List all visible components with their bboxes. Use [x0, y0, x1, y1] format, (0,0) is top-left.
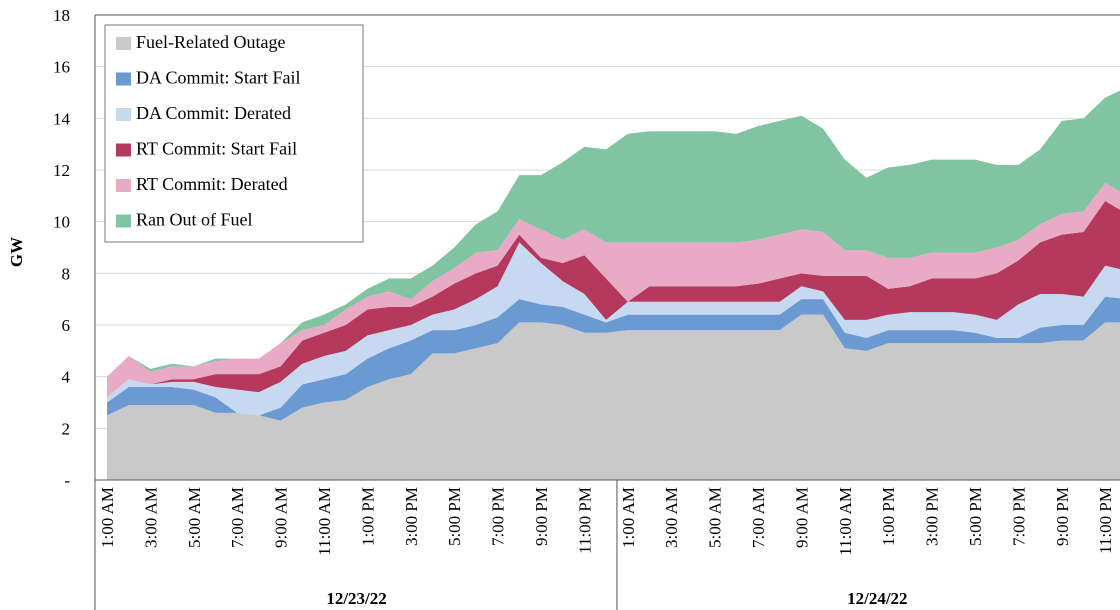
x-tick-label: 1:00 AM	[98, 487, 117, 548]
day-label: 12/24/22	[847, 589, 907, 608]
x-tick-label: 1:00 PM	[358, 487, 377, 546]
area	[107, 242, 1120, 416]
y-tick-label: 10	[53, 213, 70, 232]
legend: Fuel-Related Outage DA Commit: Start Fail…	[104, 24, 364, 243]
x-tick-label: 5:00 PM	[445, 487, 464, 546]
legend-label: DA Commit: Derated	[136, 103, 291, 123]
x-tick-label: 9:00 PM	[1053, 487, 1072, 546]
legend-swatch	[116, 72, 131, 86]
y-tick-label: 6	[62, 316, 71, 335]
legend-swatch	[116, 179, 131, 192]
x-tick-label: 11:00 AM	[836, 487, 855, 556]
area	[107, 296, 1120, 421]
x-tick-label: 7:00 AM	[749, 487, 768, 548]
legend-label: Ran Out of Fuel	[136, 210, 253, 230]
x-tick-label: 9:00 AM	[792, 487, 811, 548]
y-tick-label: 4	[62, 368, 71, 387]
legend-swatch	[116, 108, 131, 121]
y-axis-label: GW	[7, 237, 26, 267]
legend-label: RT Commit: Start Fail	[136, 139, 297, 159]
y-tick-label: 14	[53, 109, 71, 128]
x-tick-label: 9:00 PM	[532, 487, 551, 546]
legend-label: Fuel-Related Outage	[136, 32, 285, 52]
x-tick-label: 7:00 PM	[489, 487, 508, 546]
x-tick-label: 9:00 AM	[272, 487, 291, 548]
y-tick-label: 8	[62, 264, 71, 283]
x-tick-label: 7:00 AM	[228, 487, 247, 548]
area	[107, 90, 1120, 377]
y-tick-label: 16	[53, 58, 70, 77]
area	[107, 201, 1120, 398]
x-tick-label: 5:00 PM	[966, 487, 985, 546]
legend-swatch	[116, 143, 131, 157]
legend-label: DA Commit: Start Fail	[136, 68, 301, 88]
y-tick-label: -	[64, 471, 70, 490]
legend-swatch	[116, 214, 131, 228]
day-label: 12/23/22	[326, 589, 386, 608]
x-tick-label: 11:00 PM	[1096, 487, 1115, 554]
legend-swatch	[116, 37, 131, 50]
y-tick-label: 2	[62, 419, 71, 438]
x-tick-label: 3:00 PM	[402, 487, 421, 546]
x-tick-label: 5:00 AM	[185, 487, 204, 548]
legend-label: RT Commit: Derated	[136, 174, 288, 194]
x-tick-label: 3:00 AM	[141, 487, 160, 548]
x-tick-label: 5:00 AM	[706, 487, 725, 548]
x-tick-label: 3:00 AM	[662, 487, 681, 548]
legend-box	[104, 24, 364, 243]
x-tick-label: 11:00 AM	[315, 487, 334, 556]
x-tick-label: 11:00 PM	[575, 487, 594, 554]
x-tick-label: 3:00 PM	[923, 487, 942, 546]
area	[107, 314, 1120, 480]
x-tick-label: 1:00 PM	[879, 487, 898, 546]
x-tick-label: 7:00 PM	[1009, 487, 1028, 546]
y-tick-label: 12	[53, 161, 70, 180]
y-tick-label: 18	[53, 6, 70, 25]
x-tick-label: 1:00 AM	[619, 487, 638, 548]
